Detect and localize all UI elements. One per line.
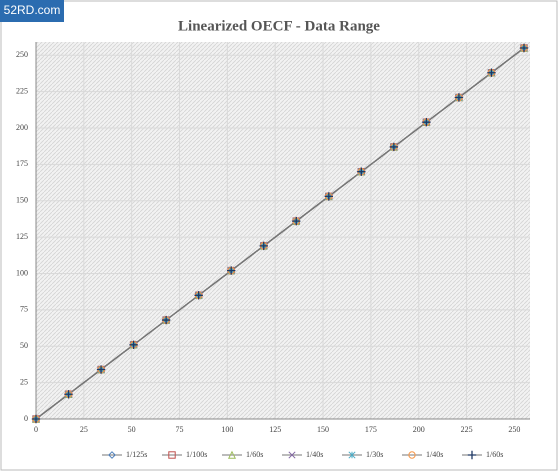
y-tick-label: 50 xyxy=(20,341,28,350)
marker xyxy=(108,451,116,459)
x-tick-label: 175 xyxy=(365,425,377,434)
marker xyxy=(454,93,464,102)
watermark: 52RD.com xyxy=(4,3,61,17)
marker xyxy=(467,450,477,460)
marker xyxy=(194,291,203,300)
marker xyxy=(168,451,176,459)
legend-label: 1/60s xyxy=(246,450,263,459)
x-tick-label: 250 xyxy=(508,425,520,434)
marker xyxy=(288,451,296,459)
marker xyxy=(292,216,301,226)
x-tick-label: 25 xyxy=(80,425,88,434)
y-tick-label: 225 xyxy=(16,86,28,95)
y-tick-label: 150 xyxy=(16,196,28,205)
chart-title: Linearized OECF - Data Range xyxy=(178,18,380,34)
marker xyxy=(422,118,431,127)
marker xyxy=(227,450,237,459)
marker xyxy=(161,315,171,325)
y-tick-label: 125 xyxy=(16,232,28,241)
marker xyxy=(389,142,399,152)
x-tick-label: 225 xyxy=(461,425,473,434)
marker xyxy=(519,43,529,53)
marker xyxy=(64,390,73,399)
legend-label: 1/40s xyxy=(426,450,443,459)
y-tick-label: 175 xyxy=(16,159,28,168)
marker xyxy=(324,192,333,201)
marker xyxy=(259,241,268,251)
legend-label: 1/125s xyxy=(126,450,147,459)
x-tick-label: 50 xyxy=(128,425,136,434)
y-tick-label: 200 xyxy=(16,123,28,132)
marker xyxy=(31,414,41,424)
marker xyxy=(357,167,366,176)
marker xyxy=(348,451,356,459)
x-tick-label: 200 xyxy=(413,425,425,434)
y-tick-label: 0 xyxy=(24,414,28,423)
y-tick-label: 100 xyxy=(16,268,28,277)
x-tick-label: 75 xyxy=(176,425,184,434)
x-tick-label: 125 xyxy=(269,425,281,434)
marker xyxy=(227,266,236,275)
x-tick-label: 150 xyxy=(317,425,329,434)
watermark-box xyxy=(0,0,64,22)
marker xyxy=(96,365,106,374)
y-tick-label: 25 xyxy=(20,377,28,386)
x-tick-label: 100 xyxy=(221,425,233,434)
marker xyxy=(487,68,496,77)
legend-label: 1/60s xyxy=(486,450,503,459)
marker xyxy=(408,451,416,459)
legend-label: 1/100s xyxy=(186,450,207,459)
legend-label: 1/40s xyxy=(306,450,323,459)
y-tick-label: 75 xyxy=(20,305,28,314)
x-tick-label: 0 xyxy=(34,425,38,434)
series-line xyxy=(35,47,525,420)
y-tick-label: 250 xyxy=(16,50,28,59)
legend-label: 1/30s xyxy=(366,450,383,459)
marker xyxy=(129,340,138,349)
